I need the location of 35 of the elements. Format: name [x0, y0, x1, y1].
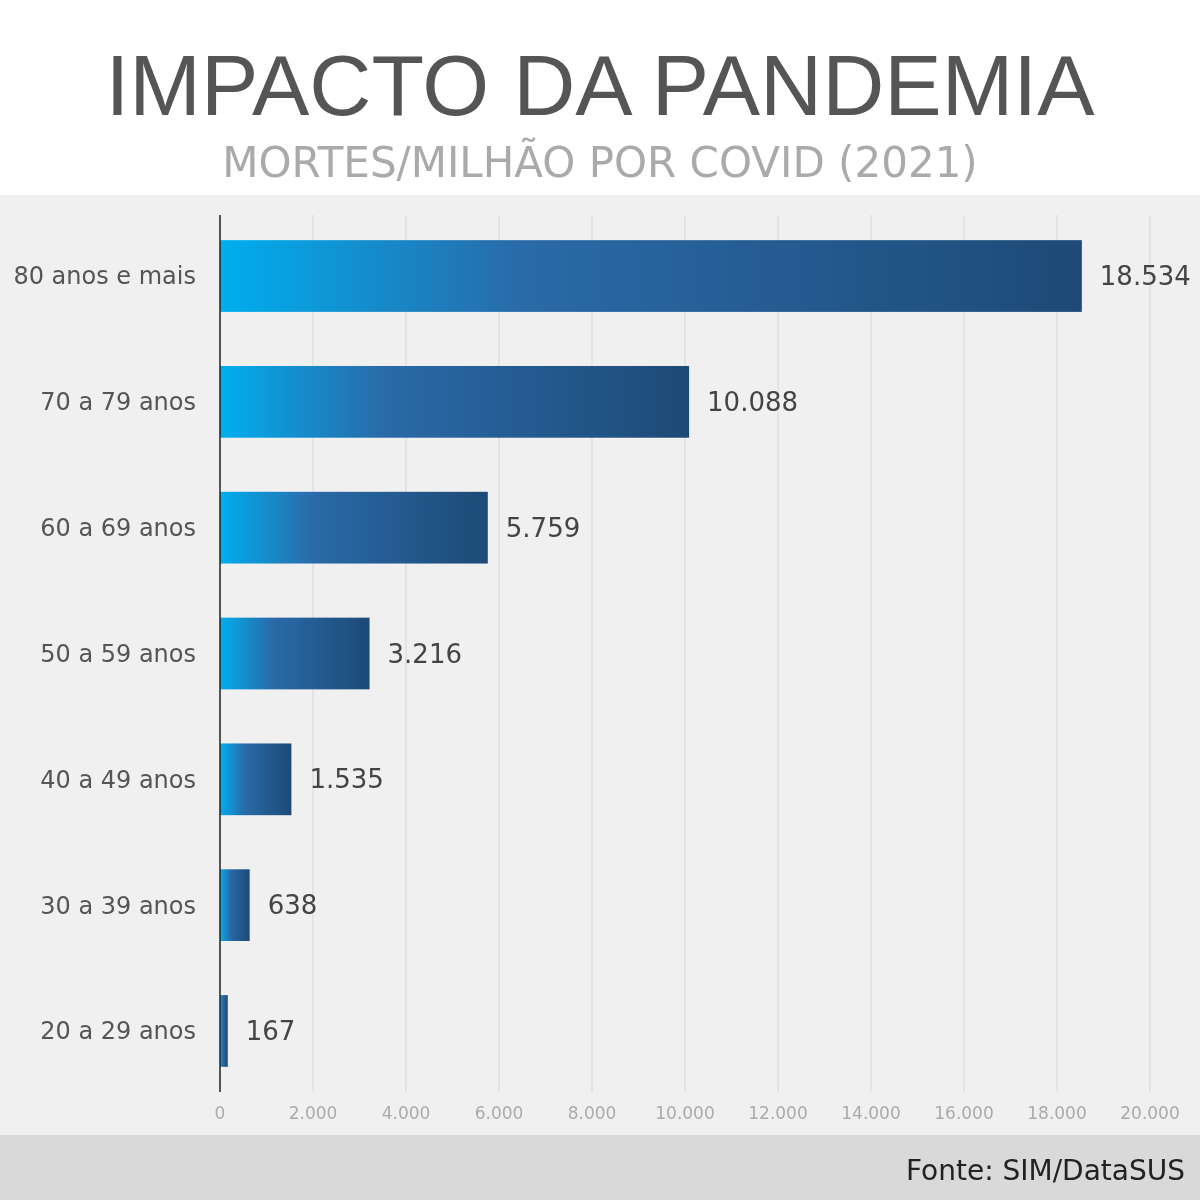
x-tick-label: 2.000 — [288, 1103, 338, 1123]
bar — [220, 617, 370, 690]
x-tick-label: 20.000 — [1120, 1103, 1180, 1123]
bar — [220, 365, 690, 438]
x-tick-label: 12.000 — [748, 1103, 808, 1123]
data-label: 18.534 — [1099, 261, 1191, 292]
bar — [220, 743, 292, 816]
y-tick-label: 60 a 69 anos — [40, 514, 196, 543]
source-note: Fonte: SIM/DataSUS — [905, 1154, 1185, 1187]
data-label: 3.216 — [387, 638, 462, 669]
bar — [220, 491, 488, 564]
y-tick-label: 40 a 49 anos — [40, 765, 196, 794]
bar — [220, 240, 1082, 312]
data-label: 5.759 — [505, 512, 581, 543]
x-tick-label: 14.000 — [841, 1103, 901, 1123]
data-label: 1.535 — [309, 764, 384, 795]
x-tick-label: 10.000 — [655, 1103, 715, 1123]
x-tick-label: 18.000 — [1027, 1103, 1087, 1123]
bar — [220, 869, 250, 942]
y-tick-label: 20 a 29 anos — [40, 1017, 196, 1046]
x-tick-label: 6.000 — [474, 1103, 524, 1123]
y-tick-label: 70 a 79 anos — [40, 388, 196, 417]
data-label: 167 — [245, 1016, 296, 1047]
x-tick-label: 16.000 — [934, 1103, 994, 1123]
data-label: 638 — [267, 890, 318, 921]
chart-subtitle: MORTES/MILHÃO POR COVID (2021) — [222, 137, 978, 187]
bar — [220, 995, 228, 1067]
data-label: 10.088 — [707, 386, 799, 417]
y-tick-label: 50 a 59 anos — [40, 639, 196, 668]
chart-title: IMPACTO DA PANDEMIA — [105, 37, 1096, 133]
y-tick-label: 80 anos e mais — [13, 262, 196, 291]
x-tick-label: 8.000 — [567, 1103, 617, 1123]
y-tick-label: 30 a 39 anos — [40, 891, 196, 920]
x-tick-label: 0 — [214, 1103, 226, 1123]
x-tick-label: 4.000 — [381, 1103, 431, 1123]
